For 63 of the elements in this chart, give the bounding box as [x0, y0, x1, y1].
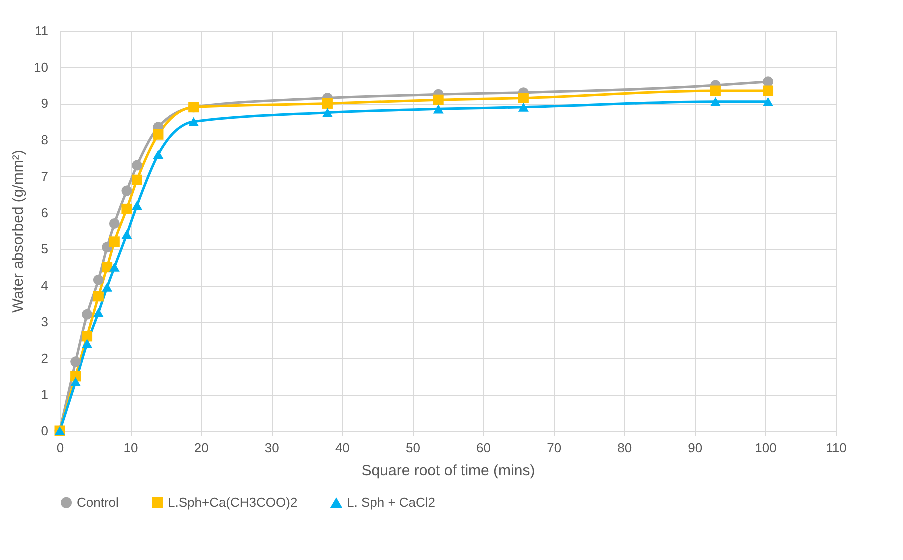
y-tick-label: 6: [41, 205, 48, 220]
y-tick-label: 0: [41, 424, 48, 438]
point: [109, 218, 120, 229]
x-tick-label: 90: [688, 440, 703, 456]
point: [188, 117, 200, 126]
y-tick-label: 1: [41, 387, 48, 402]
point: [763, 76, 774, 88]
point: [153, 129, 164, 140]
point: [109, 262, 120, 272]
point: [109, 236, 120, 248]
point: [93, 274, 104, 286]
point: [433, 94, 444, 106]
point: [763, 86, 774, 96]
legend-label: Control: [77, 494, 120, 510]
point: [132, 201, 142, 210]
point: [710, 86, 721, 96]
point: [132, 174, 142, 186]
x-tick-label: 100: [755, 440, 777, 456]
x-tick-label: 110: [826, 440, 847, 456]
point: [763, 97, 774, 106]
x-tick-label: 10: [124, 440, 138, 456]
y-tick-label: 2: [41, 350, 48, 366]
point: [322, 98, 333, 109]
point: [322, 108, 333, 118]
y-axis-title: Water absorbed (g/mm²): [10, 150, 28, 313]
point: [82, 331, 93, 342]
x-tick-label: 0: [56, 440, 64, 456]
x-tick-label: 80: [618, 440, 632, 456]
y-tick-label: 11: [35, 24, 48, 38]
legend-label: L. Sph + CaCl2: [347, 495, 436, 510]
point: [433, 104, 444, 114]
point: [518, 102, 529, 112]
x-tick-label: 70: [547, 440, 562, 456]
point: [153, 150, 164, 160]
x-tick-label: 60: [476, 440, 492, 456]
point: [518, 93, 529, 104]
point: [70, 377, 82, 386]
point: [70, 371, 82, 382]
y-tick-label: 8: [41, 132, 48, 148]
point: [122, 204, 132, 214]
point: [102, 282, 113, 292]
point: [122, 186, 132, 196]
point: [93, 291, 104, 302]
x-tick-label: 20: [194, 440, 209, 456]
y-tick-label: 10: [34, 60, 48, 75]
x-tick-label: 30: [264, 440, 280, 456]
y-tick-label: 7: [41, 168, 48, 184]
point: [82, 339, 93, 348]
point: [122, 230, 132, 240]
legend-label: L.Sph+Ca(CH3COO)2: [168, 494, 298, 510]
y-tick-label: 9: [41, 96, 48, 112]
point: [93, 308, 104, 318]
y-tick-label: 4: [41, 278, 48, 294]
x-axis-title: Square root of time (mins): [362, 462, 536, 480]
y-tick-label: 5: [41, 242, 48, 257]
x-tick-label: 50: [406, 440, 420, 456]
point: [132, 160, 142, 171]
point: [82, 309, 93, 320]
point: [102, 262, 113, 273]
y-tick-label: 3: [41, 314, 48, 330]
point: [70, 356, 82, 368]
point: [710, 97, 721, 106]
x-tick-label: 40: [335, 440, 350, 456]
